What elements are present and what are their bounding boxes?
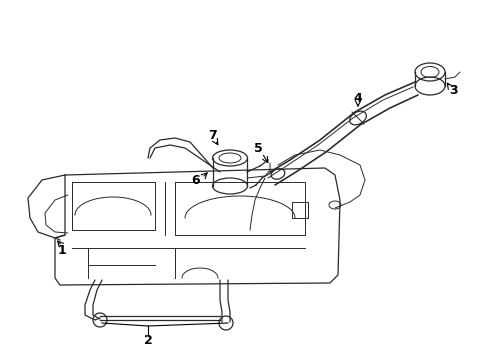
Text: 5: 5 xyxy=(254,141,262,154)
Text: 2: 2 xyxy=(144,333,152,346)
Text: 4: 4 xyxy=(354,91,363,104)
Text: 1: 1 xyxy=(58,243,66,257)
Text: 6: 6 xyxy=(192,174,200,186)
Bar xyxy=(292,202,308,218)
Text: 3: 3 xyxy=(449,84,457,96)
Text: 7: 7 xyxy=(208,129,217,141)
